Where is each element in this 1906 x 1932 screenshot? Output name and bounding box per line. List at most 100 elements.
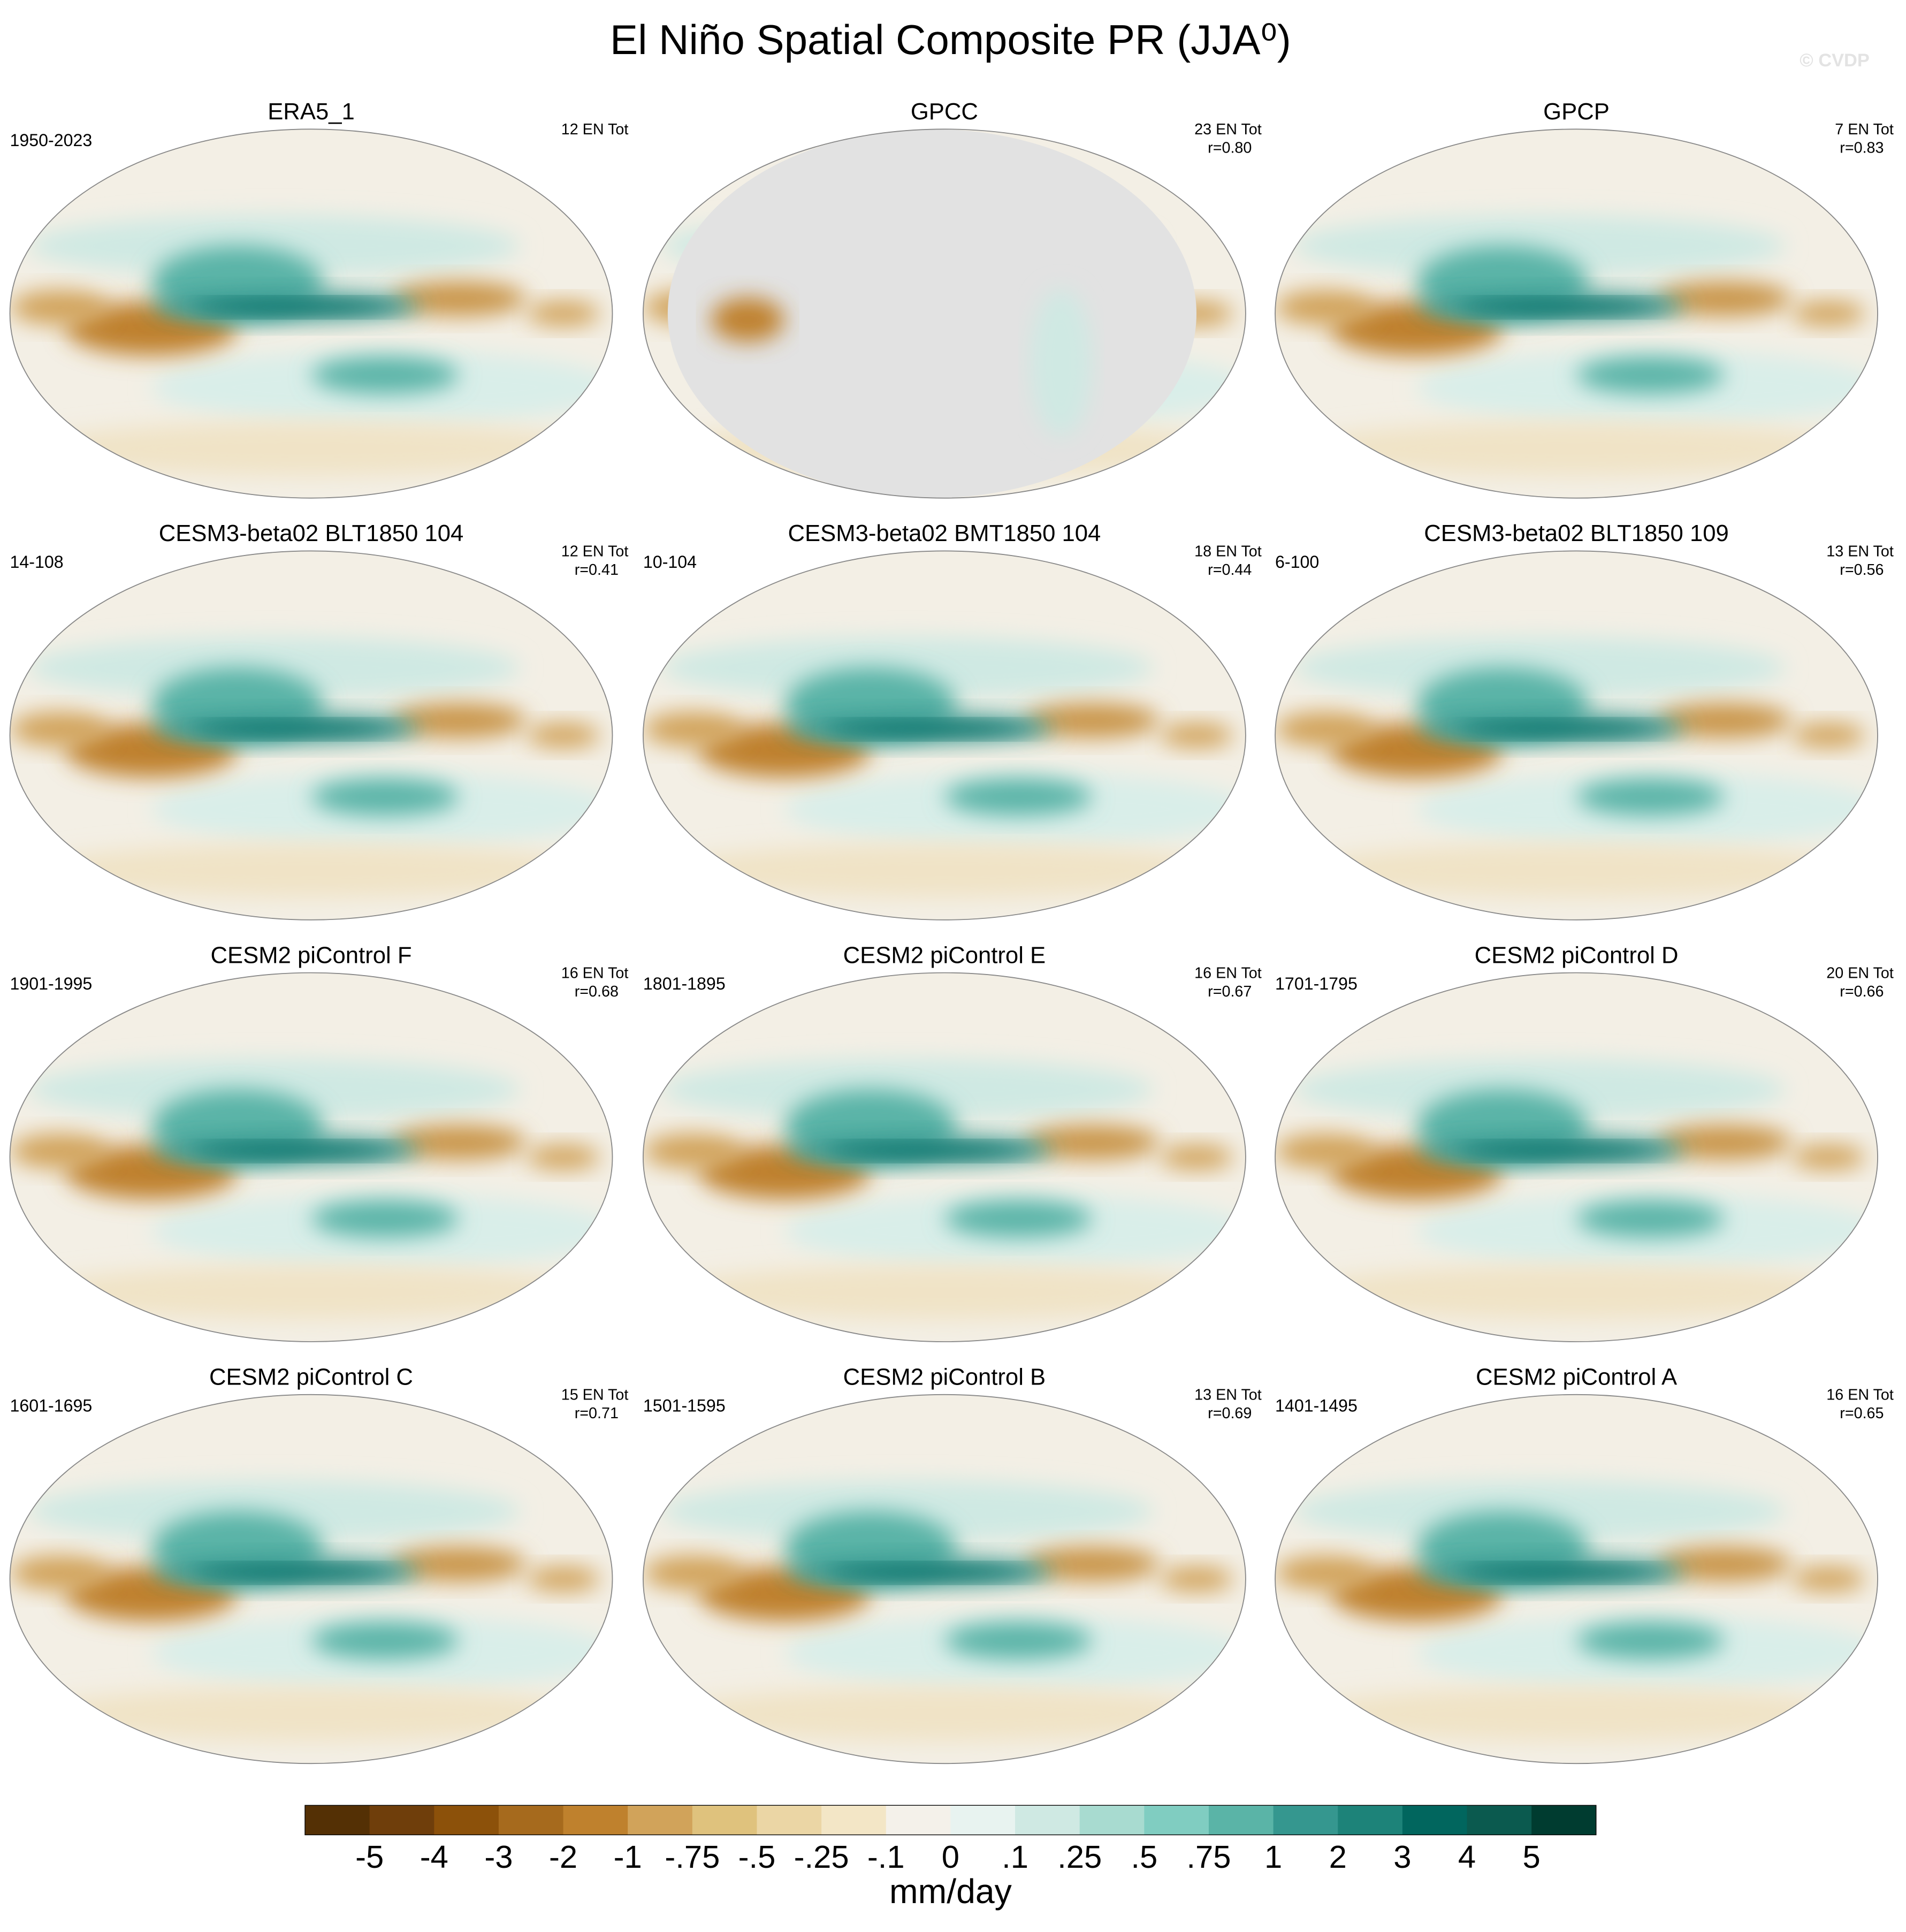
map-outline (9, 550, 613, 921)
panel-title: CESM2 piControl E (843, 942, 1046, 968)
field-pattern (10, 712, 109, 747)
field-pattern (1275, 1134, 1374, 1169)
panel-correlation: r=0.56 (1840, 561, 1884, 579)
panel-count: 20 EN Tot (1826, 965, 1894, 982)
colorbar-box (1338, 1805, 1403, 1835)
field-pattern (1293, 1480, 1786, 1542)
field-pattern (1459, 301, 1669, 314)
field-pattern (1791, 301, 1866, 326)
colorbar-box (1531, 1805, 1597, 1835)
field-pattern (1024, 1547, 1160, 1582)
field-pattern (526, 723, 600, 748)
panel-correlation: r=0.68 (575, 983, 619, 1000)
field-pattern (827, 1145, 1037, 1158)
field-pattern (1293, 1687, 1859, 1741)
field-pattern (1576, 1200, 1724, 1237)
field-pattern (194, 723, 403, 736)
field-pattern (194, 1145, 403, 1158)
colorbar-box (1015, 1805, 1080, 1835)
panel-title: CESM3-beta02 BLT1850 109 (1424, 520, 1729, 546)
colorbar-box (886, 1805, 951, 1835)
map-field (1275, 215, 1878, 476)
colorbar-box (305, 1805, 370, 1835)
field-pattern (661, 1687, 1228, 1741)
map-outline (9, 1394, 613, 1764)
map-outline (643, 128, 1246, 499)
field-pattern (526, 1566, 600, 1592)
field-pattern (1293, 1059, 1786, 1121)
map-panel: CESM2 piControl C 1601-1695 15 EN Totr=0.7… (9, 1364, 628, 1764)
panel-period: 1801-1895 (643, 974, 726, 993)
map-outline (643, 972, 1246, 1342)
panel-correlation: r=0.80 (1208, 140, 1252, 157)
field-pattern (10, 1134, 109, 1169)
panel-correlation: r=0.71 (575, 1405, 619, 1422)
map-panel: ERA5_1 1950-2023 12 EN Tot (9, 98, 629, 499)
field-pattern (1275, 712, 1374, 747)
field-pattern (1160, 723, 1233, 748)
field-pattern (1576, 356, 1724, 394)
colorbar-tick-label: 0 (942, 1839, 959, 1875)
colorbar-tick-label: -.5 (738, 1839, 776, 1875)
field-pattern (1791, 1145, 1866, 1170)
panel-correlation: r=0.44 (1208, 561, 1252, 579)
panel-period: 1950-2023 (10, 131, 93, 150)
field-pattern (28, 1480, 521, 1542)
map-outline (9, 128, 613, 499)
land-field (1030, 289, 1092, 437)
map-panel: CESM2 piControl F 1901-1995 16 EN Totr=0.6… (9, 942, 628, 1342)
colorbar-box (434, 1805, 499, 1835)
panel-period: 14-108 (10, 552, 64, 572)
map-panel: CESM3-beta02 BLT1850 109 6-100 13 EN Totr=… (1275, 520, 1894, 921)
field-pattern (391, 1125, 527, 1160)
map-panel: CESM2 piControl D 1701-1795 20 EN Totr=0.6… (1275, 942, 1894, 1342)
panel-title: CESM2 piControl A (1476, 1364, 1678, 1390)
field-pattern (1293, 843, 1859, 898)
panel-title: GPCC (911, 98, 978, 125)
panel-correlation: r=0.67 (1208, 983, 1252, 1000)
panel-count: 12 EN Tot (561, 121, 629, 138)
field-pattern (944, 1622, 1092, 1659)
field-pattern (1024, 703, 1160, 738)
map-field (10, 1480, 613, 1741)
field-pattern (1160, 1145, 1233, 1170)
colorbar-box (1402, 1805, 1468, 1835)
colorbar-box (1208, 1805, 1274, 1835)
field-pattern (28, 422, 594, 476)
panel-correlation: r=0.41 (575, 561, 619, 579)
panel-count: 12 EN Tot (561, 543, 629, 560)
field-pattern (1791, 723, 1866, 748)
panel-title: CESM3-beta02 BMT1850 104 (788, 520, 1101, 546)
field-pattern (1293, 215, 1786, 277)
map-field (1275, 1480, 1878, 1741)
colorbar-box (1079, 1805, 1145, 1835)
map-field (643, 129, 1246, 498)
field-pattern (1275, 1555, 1374, 1591)
map-panel: GPCC 23 EN Tot r=0.80 (643, 98, 1262, 499)
map-field (643, 1059, 1246, 1320)
field-pattern (28, 843, 594, 898)
field-pattern (1656, 1547, 1792, 1582)
colorbar-tick-label: -.25 (794, 1839, 849, 1875)
field-pattern (28, 637, 521, 699)
field-pattern (1459, 1145, 1669, 1158)
panel-count: 23 EN Tot (1194, 121, 1262, 138)
map-outline (9, 972, 613, 1342)
map-field (1275, 1059, 1878, 1320)
colorbar-frame (304, 1805, 1597, 1836)
field-pattern (1024, 1125, 1160, 1160)
panel-count: 13 EN Tot (1826, 543, 1894, 560)
colorbar-box (369, 1805, 434, 1835)
map-outline (1275, 972, 1878, 1342)
colorbar-tick-label: -.75 (665, 1839, 720, 1875)
panels: ERA5_1 1950-2023 12 EN Tot GPCC 23 EN Tot r=0… (9, 98, 1894, 1764)
colorbar-tick-label: -2 (549, 1839, 577, 1875)
colorbar-box (1144, 1805, 1209, 1835)
panel-period: 1901-1995 (10, 974, 93, 993)
colorbar-tick-label: -4 (420, 1839, 448, 1875)
field-pattern (194, 1566, 403, 1579)
field-pattern (1275, 290, 1374, 325)
field-pattern (661, 637, 1154, 699)
